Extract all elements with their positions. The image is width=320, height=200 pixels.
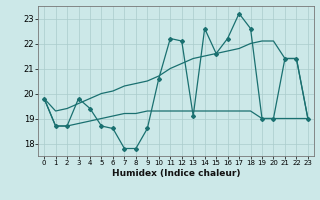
X-axis label: Humidex (Indice chaleur): Humidex (Indice chaleur) xyxy=(112,169,240,178)
